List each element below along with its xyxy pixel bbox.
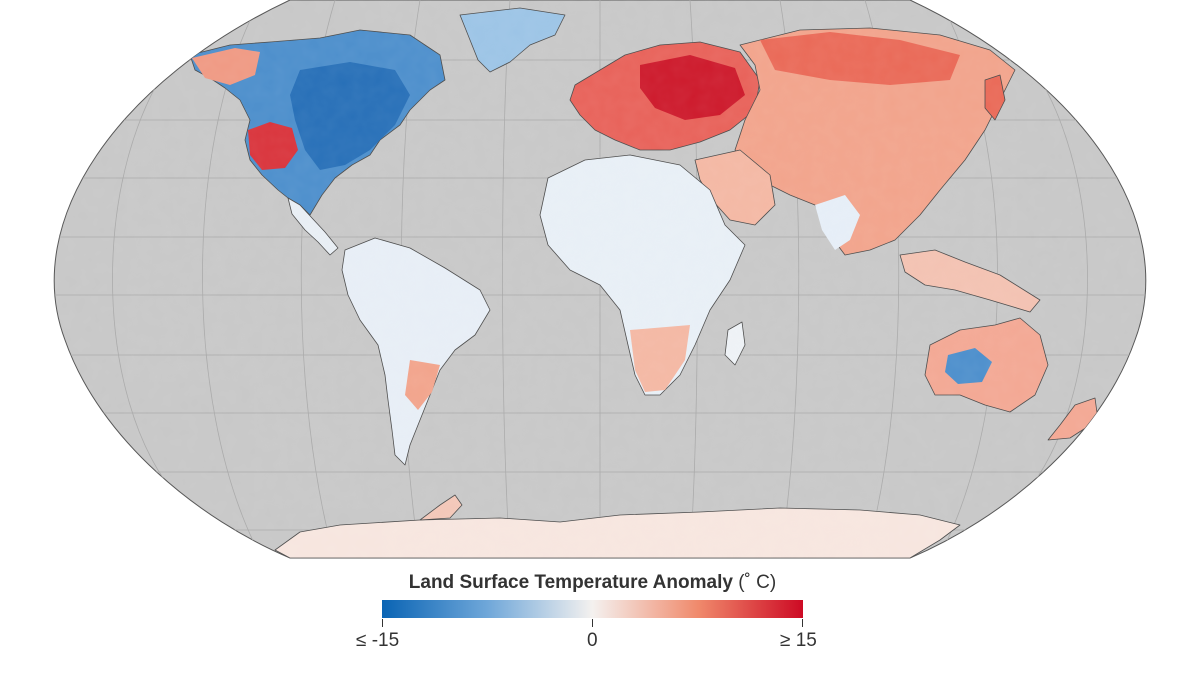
tick-label-min: ≤ -15: [356, 630, 400, 651]
legend-title: Land Surface Temperature Anomaly (˚ C): [0, 572, 1185, 594]
tick-label-mid: 0: [587, 630, 598, 651]
legend-title-text: Land Surface Temperature Anomaly: [408, 572, 733, 593]
land-texture: [54, 0, 1146, 558]
tick-max: [802, 619, 803, 627]
world-map: [53, 0, 1147, 559]
tick-label-max: ≥ 15: [780, 630, 817, 651]
tick-mid: [592, 619, 593, 627]
tick-min: [382, 619, 383, 627]
legend-unit: (˚ C): [738, 572, 777, 593]
color-scale-bar: [382, 600, 803, 618]
